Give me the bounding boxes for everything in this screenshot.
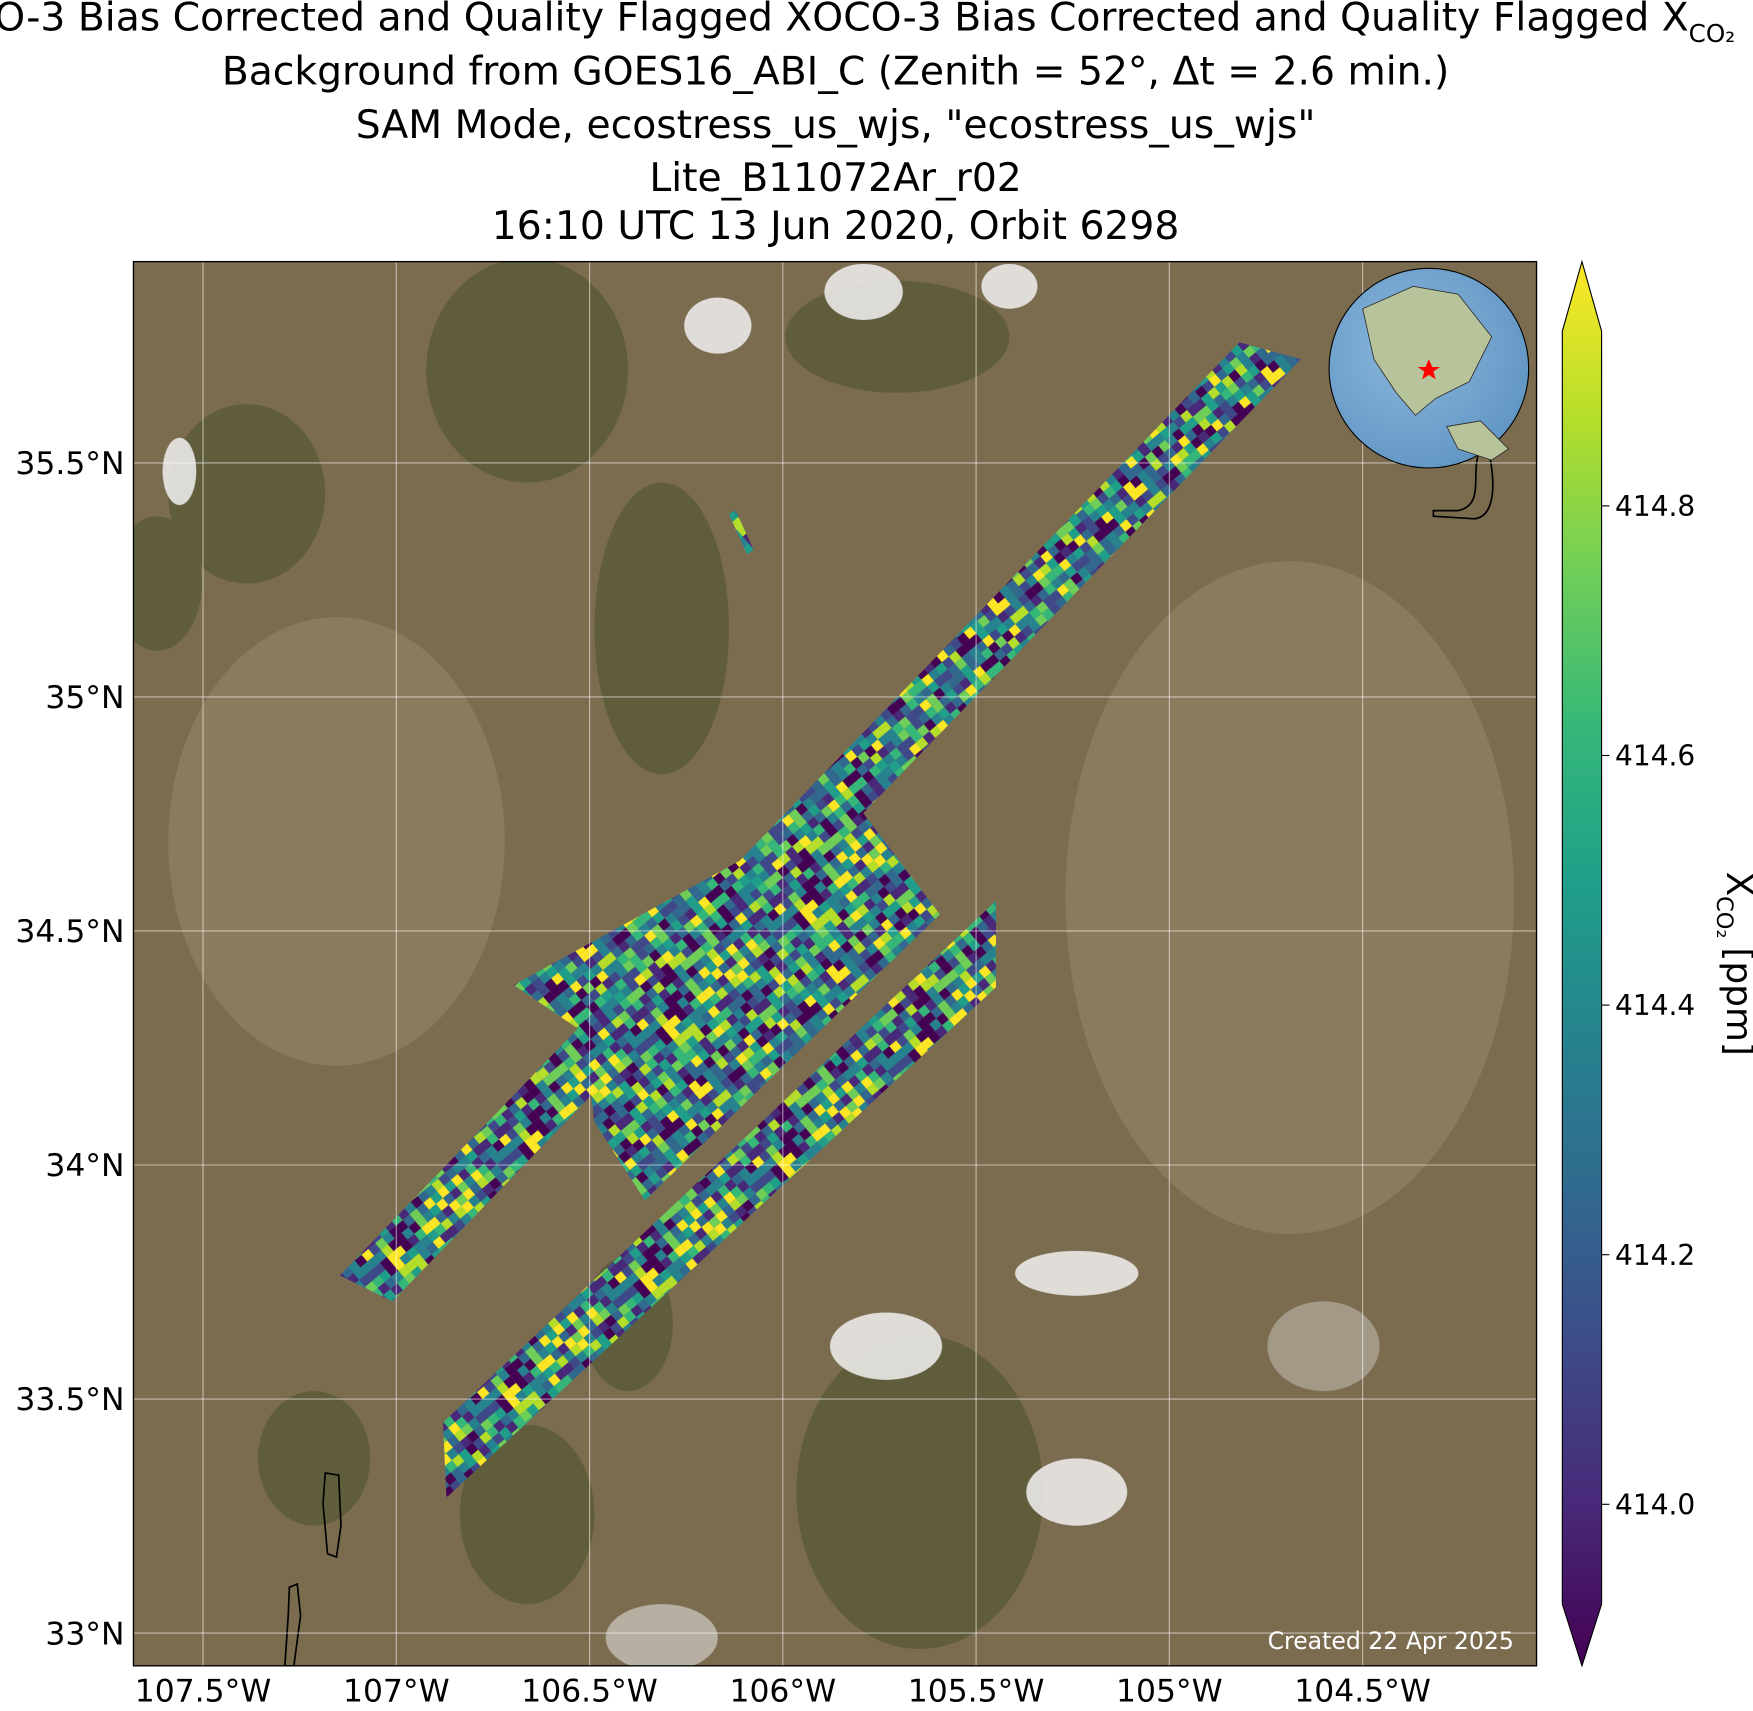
y-tick-label: 35.5°N — [15, 446, 124, 482]
terrain-light — [168, 561, 1515, 1235]
map-area: Created 22 Apr 2025 — [133, 261, 1537, 1666]
created-date: Created 22 Apr 2025 — [1268, 1627, 1514, 1655]
axes-frame — [132, 260, 1538, 1667]
title-line: Lite_B11072Ar_r02 — [649, 156, 1021, 201]
swath — [729, 510, 754, 555]
title: OCO-3 Bias Corrected and Quality Flagged… — [0, 0, 1735, 249]
y-tick-label: 33.5°N — [15, 1382, 124, 1418]
y-tick-label: 35°N — [45, 680, 124, 716]
colorbar-tick-label: 414.6 — [1615, 740, 1695, 773]
title-line: Background from GOES16_ABI_C (Zenith = 5… — [222, 49, 1449, 94]
x-tick-label: 107.5°W — [135, 1674, 272, 1710]
clouds — [162, 263, 1380, 1666]
colorbar-tick-label: 414.2 — [1615, 1239, 1695, 1272]
x-tick-label: 105°W — [1116, 1674, 1223, 1710]
sounding-swaths — [339, 342, 1302, 1498]
y-tick-label: 33°N — [45, 1616, 124, 1652]
x-tick-label: 104.5°W — [1294, 1674, 1431, 1710]
swath — [513, 798, 940, 1201]
x-tick-label: 106°W — [729, 1674, 836, 1710]
colorbar-tick-label: 414.0 — [1615, 1488, 1695, 1521]
colorbar: 414.0 414.2 414.4 414.6 414.8 — [1561, 259, 1695, 1668]
coastline — [284, 448, 1494, 1666]
title-line: SAM Mode, ecostress_us_wjs, "ecostress_u… — [356, 103, 1316, 148]
x-tick-label: 106.5°W — [521, 1674, 658, 1710]
colorbar-tick-label: 414.8 — [1615, 490, 1695, 523]
title-line: 16:10 UTC 13 Jun 2020, Orbit 6298 — [492, 204, 1180, 249]
x-tick-label: 105.5°W — [908, 1674, 1045, 1710]
swath — [443, 900, 996, 1498]
colorbar-label: XCO₂[ppm] — [1711, 872, 1753, 1056]
globe-inset — [1328, 267, 1530, 469]
y-tick-label: 34°N — [45, 1148, 124, 1184]
x-tick-label: 107°W — [343, 1674, 450, 1710]
y-tick-label: 34.5°N — [15, 914, 124, 950]
title-line: OCO-3 Bias Corrected and Quality Flagged… — [0, 0, 1735, 48]
colorbar-tick-label: 414.4 — [1615, 989, 1695, 1022]
